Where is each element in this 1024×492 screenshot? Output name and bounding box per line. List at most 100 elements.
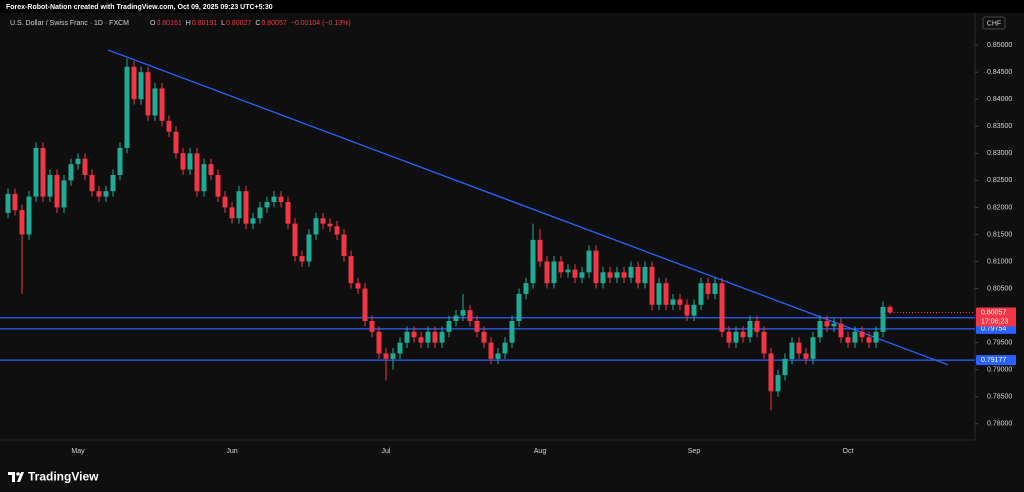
candle-body: [453, 315, 459, 322]
candle-body: [376, 331, 382, 354]
candle-body: [481, 331, 487, 343]
candle: [411, 326, 417, 343]
candle: [201, 158, 207, 197]
candle: [628, 261, 634, 284]
candle-body: [495, 353, 501, 359]
candle: [586, 245, 592, 278]
candle-body: [712, 283, 718, 294]
candle-body: [397, 342, 403, 354]
candle-body: [61, 180, 67, 208]
candle: [5, 188, 11, 219]
candle-body: [733, 331, 739, 343]
candle: [250, 212, 256, 230]
candle: [810, 331, 816, 365]
candle-body: [173, 131, 179, 154]
candle: [68, 158, 74, 186]
candle-body: [383, 353, 389, 359]
candle-body: [159, 88, 165, 121]
candle: [649, 261, 655, 311]
candle: [642, 261, 648, 289]
candle: [614, 266, 620, 284]
candle: [474, 315, 480, 338]
currency: CHF: [987, 20, 1001, 27]
candle-body: [47, 174, 53, 197]
price-line-label: 0.79177: [981, 357, 1006, 364]
candle-body: [201, 164, 207, 192]
candle: [600, 266, 606, 289]
candle: [152, 83, 158, 121]
candle-body: [782, 358, 788, 376]
header-text: Forex-Robot-Nation created with TradingV…: [6, 4, 273, 11]
candle: [747, 315, 753, 343]
candle: [348, 250, 354, 289]
candle: [677, 293, 683, 311]
candle: [873, 326, 879, 349]
ohlc-key: O: [150, 20, 156, 27]
candle-body: [418, 337, 424, 343]
candle: [488, 337, 494, 365]
candle-body: [299, 256, 305, 262]
candle: [726, 326, 732, 349]
ohlc-value: 0.80191: [192, 20, 217, 27]
candle: [754, 315, 760, 338]
candle-body: [33, 147, 39, 197]
candle: [831, 318, 837, 332]
candle: [544, 256, 550, 289]
candle: [376, 326, 382, 359]
candle: [782, 353, 788, 381]
x-tick-label: Jun: [226, 448, 237, 455]
candle: [145, 66, 151, 121]
candle: [166, 115, 172, 138]
y-tick-label: 0.83000: [987, 150, 1012, 157]
candle-body: [369, 321, 375, 332]
candle: [215, 169, 221, 203]
chart-title: U.S. Dollar / Swiss Franc · 1D · FXCM: [10, 20, 129, 27]
candle-body: [313, 218, 319, 235]
y-tick-label: 0.85000: [987, 42, 1012, 49]
candle: [733, 326, 739, 349]
candle: [460, 293, 466, 322]
brand-logo: [8, 472, 24, 482]
candle-body: [803, 353, 809, 359]
ohlc-value: 0.80057: [261, 20, 286, 27]
candle: [859, 326, 865, 343]
candle-body: [761, 331, 767, 354]
candle-body: [558, 261, 564, 273]
candle-body: [264, 202, 270, 208]
candle-body: [229, 207, 235, 219]
candle-body: [572, 269, 578, 278]
candle: [40, 142, 46, 203]
candle: [320, 212, 326, 230]
candle-body: [887, 306, 893, 313]
candle-body: [488, 342, 494, 359]
candle: [355, 277, 361, 294]
candle: [698, 277, 704, 311]
candle-body: [789, 342, 795, 359]
candle: [383, 348, 389, 381]
candle: [54, 169, 60, 213]
candle: [61, 174, 67, 213]
candle: [565, 264, 571, 278]
candle-body: [194, 153, 200, 192]
candle-body: [677, 299, 683, 305]
candle-body: [320, 218, 326, 224]
candle: [691, 299, 697, 322]
candle-body: [551, 261, 557, 284]
candle-body: [810, 337, 816, 359]
candle: [768, 348, 774, 411]
candle-body: [691, 304, 697, 316]
candle-body: [68, 164, 74, 181]
candle: [502, 337, 508, 359]
candle: [796, 337, 802, 359]
candle: [194, 147, 200, 197]
candle: [390, 348, 396, 370]
y-tick-label: 0.79000: [987, 367, 1012, 374]
candle: [789, 337, 795, 365]
candle: [439, 326, 445, 349]
candle-body: [509, 321, 515, 343]
candle-body: [852, 331, 858, 343]
y-tick-label: 0.84500: [987, 69, 1012, 76]
chart-background: [0, 13, 1024, 492]
candle-body: [222, 196, 228, 208]
candle-body: [180, 153, 186, 170]
